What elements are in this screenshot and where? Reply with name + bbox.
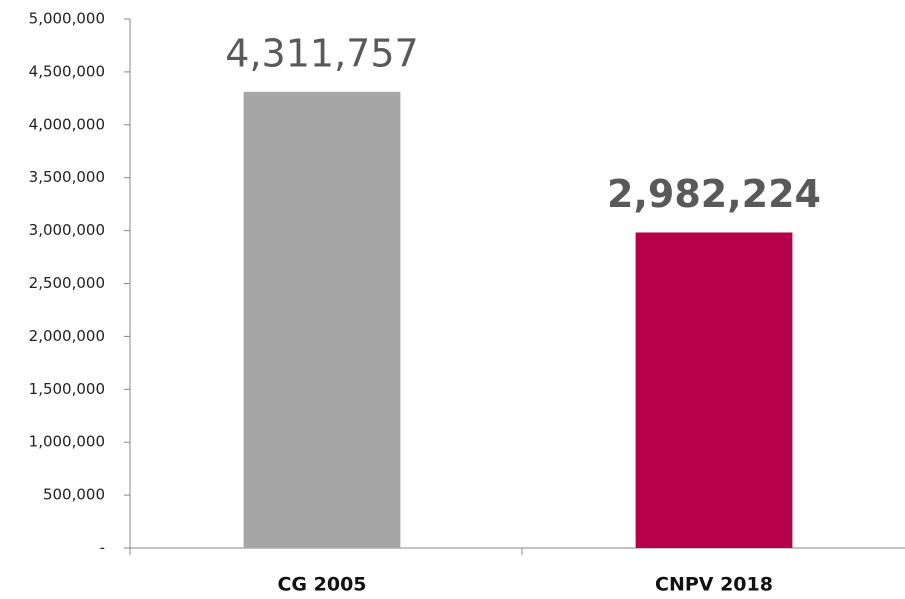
y-tick-label: 1,500,000 [29,380,105,398]
bar [243,91,401,549]
value-label: 2,982,224 [607,172,821,216]
y-tick-label: 3,500,000 [29,168,105,186]
y-tick-label: 4,500,000 [29,62,105,80]
y-tick-label: 2,500,000 [29,274,105,292]
y-tick-label: - [100,539,105,557]
y-tick-label: 1,000,000 [29,433,105,451]
value-label: 4,311,757 [225,31,418,75]
bar [635,232,793,548]
y-tick-label: 5,000,000 [29,10,105,28]
y-tick-label: 2,000,000 [29,327,105,345]
x-tick-label: CNPV 2018 [655,574,773,596]
y-tick-label: 3,000,000 [29,221,105,239]
y-tick-label: 4,000,000 [29,115,105,133]
y-tick-label: 500,000 [43,486,105,504]
x-tick-label: CG 2005 [277,574,366,596]
